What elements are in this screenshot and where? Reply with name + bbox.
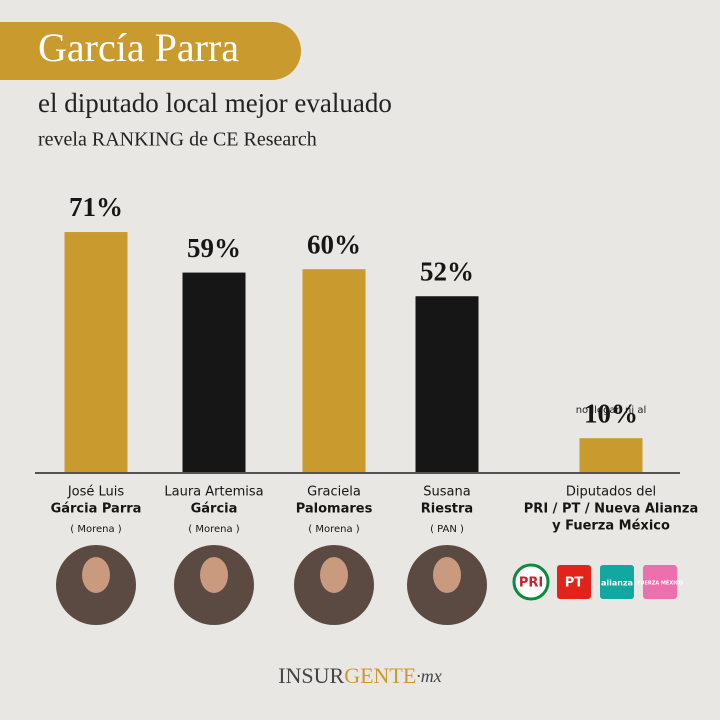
category-label: ( PAN ) (430, 524, 464, 535)
title: García Parra (38, 25, 239, 70)
party-logo (600, 565, 634, 599)
footer-part: INSUR (278, 663, 344, 688)
party-logo-text: PT (565, 576, 584, 591)
party-logo-text: PRI (519, 576, 543, 591)
subtitle: el diputado local mejor evaluado (38, 88, 392, 118)
category-label: Diputados del (566, 485, 656, 500)
category-label: ( Morena ) (70, 524, 122, 535)
value-label: 60% (307, 229, 361, 259)
bar (579, 438, 643, 472)
category-label: Gárcia Parra (51, 502, 142, 517)
party-logo (643, 565, 677, 599)
value-label: 71% (69, 192, 123, 222)
annotation: no llegan ni al (576, 405, 647, 416)
category-label: Laura Artemisa (164, 485, 263, 500)
photo-face (200, 557, 228, 593)
category-label: Riestra (421, 502, 473, 517)
bar (302, 269, 366, 472)
photo-face (320, 557, 348, 593)
subtitle-2: revela RANKING de CE Research (38, 129, 317, 151)
footer-part: GENTE (344, 663, 416, 688)
category-label: Susana (423, 485, 470, 500)
value-label: 10% (584, 398, 638, 428)
party-logo-text: FUERZA MÉXICO (637, 579, 683, 587)
value-label: 52% (420, 256, 474, 286)
bar (64, 232, 128, 472)
category-label: Graciela (307, 485, 361, 500)
title-banner (0, 22, 301, 80)
party-logo-text: alianza (601, 579, 633, 588)
photo-face (82, 557, 110, 593)
category-label: ( Morena ) (308, 524, 360, 535)
footer-part: ·mx (416, 666, 442, 686)
category-label: y Fuerza México (552, 519, 670, 534)
category-label: Gárcia (191, 502, 238, 517)
party-logo (557, 565, 591, 599)
party-logo (512, 563, 550, 601)
footer-logo: INSURGENTE·mx (278, 663, 442, 688)
value-label: 59% (187, 233, 241, 263)
category-label: PRI / PT / Nueva Alianza (524, 502, 698, 517)
category-label: ( Morena ) (188, 524, 240, 535)
category-label: José Luis (67, 485, 125, 500)
bar (415, 296, 479, 472)
photo-face (433, 557, 461, 593)
bar (182, 272, 246, 472)
category-label: Palomares (296, 502, 373, 517)
